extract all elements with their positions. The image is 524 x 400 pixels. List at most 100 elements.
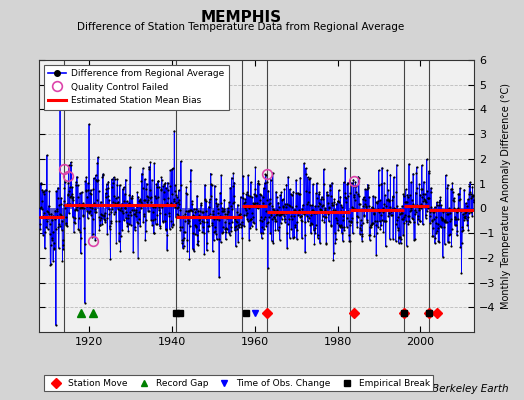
Point — [185, 223, 194, 230]
Point — [139, 213, 148, 219]
Point — [194, 212, 203, 219]
Point — [305, 175, 314, 182]
Point — [76, 190, 84, 196]
Point — [209, 211, 217, 217]
Point — [429, 224, 438, 231]
Point — [434, 220, 442, 227]
Point — [247, 222, 256, 229]
Point — [199, 224, 207, 230]
Point — [416, 218, 424, 224]
Point — [130, 227, 139, 233]
Point — [251, 186, 259, 193]
Point — [108, 180, 117, 186]
Point — [178, 240, 187, 246]
Point — [272, 188, 280, 195]
Point — [464, 210, 473, 216]
Point — [270, 214, 278, 220]
Point — [154, 194, 162, 200]
Point — [126, 209, 135, 215]
Point — [225, 199, 233, 206]
Point — [261, 214, 269, 220]
Point — [121, 205, 129, 211]
Point — [238, 219, 246, 225]
Point — [315, 189, 323, 195]
Point — [343, 224, 351, 230]
Point — [334, 187, 343, 194]
Point — [132, 206, 140, 213]
Point — [289, 188, 298, 195]
Point — [234, 222, 243, 228]
Point — [246, 225, 254, 231]
Point — [455, 197, 463, 204]
Point — [333, 220, 341, 227]
Point — [418, 186, 427, 192]
Point — [405, 218, 413, 224]
Point — [361, 196, 369, 203]
Point — [275, 204, 283, 210]
Point — [283, 221, 292, 227]
Point — [466, 191, 475, 197]
Point — [217, 230, 226, 236]
Point — [332, 236, 340, 242]
Point — [163, 246, 171, 253]
Point — [358, 220, 367, 226]
Point — [400, 192, 409, 199]
Point — [379, 208, 387, 215]
Point — [233, 226, 241, 232]
Point — [85, 121, 93, 127]
Point — [467, 193, 476, 200]
Point — [242, 191, 250, 197]
Point — [406, 192, 414, 199]
Point — [467, 194, 475, 201]
Point — [138, 185, 147, 192]
Point — [294, 207, 303, 214]
Point — [270, 207, 279, 214]
Point — [297, 213, 305, 219]
Point — [140, 197, 148, 203]
Point — [453, 205, 462, 212]
Point — [425, 195, 433, 201]
Point — [404, 213, 412, 220]
Point — [133, 218, 141, 225]
Point — [222, 229, 230, 235]
Point — [130, 224, 139, 231]
Point — [335, 222, 344, 229]
Point — [124, 212, 132, 218]
Point — [59, 246, 68, 252]
Point — [193, 192, 201, 199]
Point — [196, 207, 205, 214]
Point — [85, 208, 94, 215]
Point — [366, 222, 375, 228]
Point — [38, 187, 47, 193]
Point — [140, 197, 149, 203]
Point — [99, 170, 107, 177]
Point — [267, 210, 275, 216]
Point — [187, 198, 195, 204]
Point — [208, 182, 216, 188]
Point — [224, 205, 232, 211]
Point — [265, 214, 273, 220]
Point — [180, 228, 189, 235]
Point — [323, 192, 331, 198]
Point — [101, 219, 110, 225]
Point — [281, 204, 290, 211]
Point — [183, 248, 192, 255]
Point — [191, 222, 199, 228]
Point — [134, 254, 142, 261]
Point — [101, 217, 109, 224]
Point — [164, 187, 172, 194]
Point — [367, 204, 376, 210]
Point — [243, 209, 251, 216]
Point — [193, 238, 202, 244]
Point — [75, 201, 83, 207]
Point — [125, 221, 133, 227]
Point — [401, 199, 409, 206]
Point — [183, 236, 191, 243]
Point — [274, 206, 282, 213]
Point — [182, 184, 191, 190]
Point — [73, 194, 82, 200]
Point — [427, 204, 435, 210]
Point — [348, 204, 356, 210]
Point — [359, 196, 367, 202]
Point — [423, 207, 431, 214]
